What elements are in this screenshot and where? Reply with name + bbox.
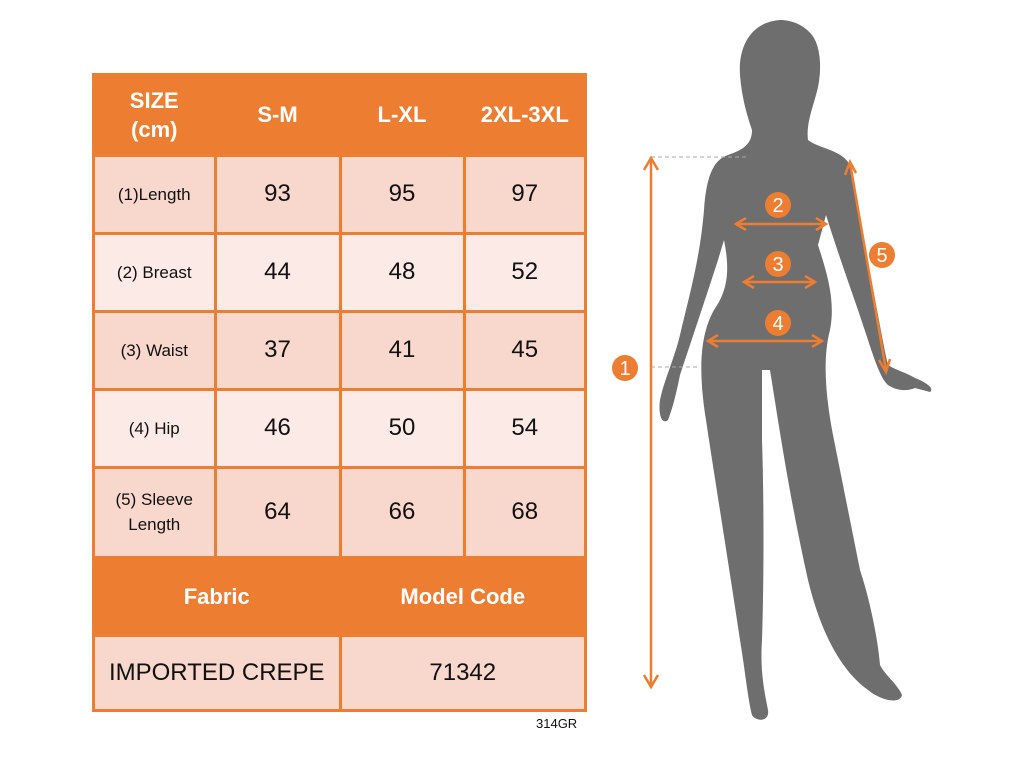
product-code: 314GR: [536, 716, 578, 731]
value-cell-text: 95: [388, 180, 416, 207]
measurement-arrows: [642, 155, 892, 690]
value-cell: 46: [216, 390, 339, 466]
value-cell: 54: [465, 390, 584, 466]
value-cell-text: 50: [388, 414, 416, 441]
fabric-header-text: Fabric: [183, 583, 250, 609]
value-cell-text: 68: [511, 498, 539, 525]
value-cell: 97: [465, 156, 584, 232]
value-cell-text: 46: [264, 414, 291, 441]
value-cell-text: 64: [264, 498, 291, 525]
size-table: SIZE (cm) S-M L-XL 2XL-3XL (1)Length 93 95 97 (2…: [92, 73, 587, 712]
value-cell-text: 48: [388, 258, 416, 285]
model-code-value: 71342: [341, 636, 584, 709]
header-cell-text: L-XL: [377, 102, 427, 128]
header-cell: S-M: [216, 76, 339, 154]
value-cell: 48: [341, 234, 463, 310]
fabric-value-text: IMPORTED CREPE: [108, 658, 325, 686]
value-cell: 52: [465, 234, 584, 310]
marker-circle: [612, 355, 638, 381]
value-cell-text: 66: [388, 498, 416, 525]
value-cell-text: 54: [511, 414, 539, 441]
value-cell-text: 37: [264, 336, 291, 363]
header-cell: L-XL: [341, 76, 463, 154]
marker-circle: [765, 310, 791, 336]
measurement-markers: 1 2 3 4 5: [612, 192, 895, 381]
value-cell-text: 45: [511, 336, 539, 363]
value-cell: 93: [216, 156, 339, 232]
row-label: (1)Length: [95, 156, 214, 232]
header-cell: SIZE (cm): [95, 76, 214, 154]
marker-circle: [765, 251, 791, 277]
value-cell: 68: [465, 468, 584, 556]
value-cell: 66: [341, 468, 463, 556]
value-cell-text: 93: [264, 180, 291, 207]
silhouette: [659, 20, 932, 720]
value-cell: 37: [216, 312, 339, 388]
model-code-value-text: 71342: [429, 658, 497, 686]
marker-number: 4: [772, 313, 783, 335]
row-label-text: (5) Sleeve Length: [115, 490, 193, 534]
row-label: (4) Hip: [95, 390, 214, 466]
marker-circle: [869, 242, 895, 268]
fabric-value: IMPORTED CREPE: [95, 636, 339, 709]
value-cell-text: 97: [511, 180, 539, 207]
value-cell: 44: [216, 234, 339, 310]
header-cell-text: SIZE (cm): [129, 87, 179, 142]
row-label: (3) Waist: [95, 312, 214, 388]
row-label: (5) Sleeve Length: [95, 468, 214, 556]
header-cell: 2XL-3XL: [465, 76, 584, 154]
value-cell: 95: [341, 156, 463, 232]
value-cell: 45: [465, 312, 584, 388]
row-label-text: (2) Breast: [116, 262, 192, 282]
row-label-text: (3) Waist: [120, 340, 188, 360]
row-label: (2) Breast: [95, 234, 214, 310]
model-code-header: Model Code: [342, 559, 585, 634]
header-cell-text: S-M: [257, 102, 298, 128]
value-cell-text: 44: [264, 258, 291, 285]
header-cell-text: 2XL-3XL: [480, 102, 569, 128]
row-label-text: (4) Hip: [128, 418, 180, 438]
marker-number: 3: [772, 254, 783, 276]
marker-circle: [765, 192, 791, 218]
value-cell-text: 52: [511, 258, 539, 285]
value-cell: 50: [341, 390, 463, 466]
marker-number: 1: [619, 358, 630, 380]
model-code-header-text: Model Code: [400, 583, 526, 609]
marker-number: 5: [876, 245, 887, 267]
marker-number: 2: [772, 195, 783, 217]
value-cell: 64: [216, 468, 339, 556]
row-label-text: (1)Length: [117, 184, 191, 204]
value-cell: 41: [341, 312, 463, 388]
value-cell-text: 41: [388, 336, 416, 363]
fabric-header: Fabric: [95, 559, 339, 634]
